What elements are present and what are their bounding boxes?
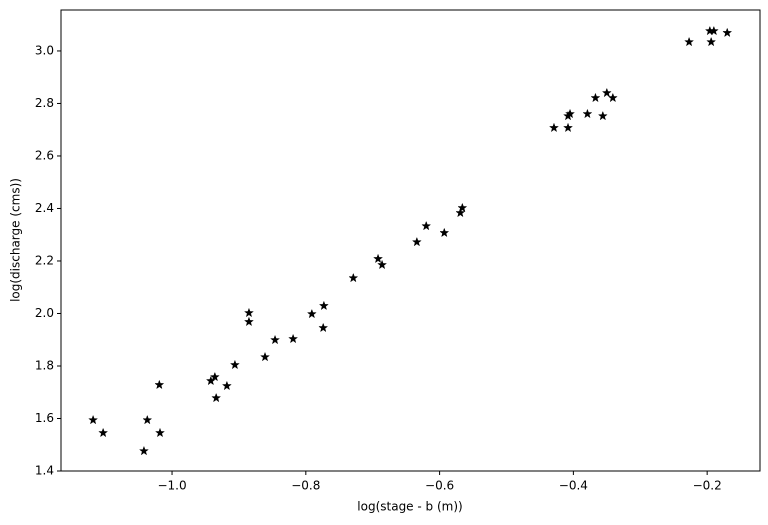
x-tick-label: −0.4 xyxy=(559,479,588,493)
point xyxy=(373,253,384,264)
point xyxy=(421,220,432,231)
point xyxy=(565,108,576,119)
y-tick-label: 1.8 xyxy=(35,358,54,372)
point xyxy=(607,92,618,103)
x-tick-label: −1.0 xyxy=(157,479,186,493)
point xyxy=(138,445,149,456)
point xyxy=(288,333,299,344)
x-tick-label: −0.8 xyxy=(291,479,320,493)
point xyxy=(270,334,281,345)
point xyxy=(209,371,220,382)
point xyxy=(306,308,317,319)
y-axis-label: log(discharge (cms)) xyxy=(9,178,23,302)
point xyxy=(318,322,329,333)
point xyxy=(154,379,165,390)
point xyxy=(708,25,719,36)
point xyxy=(684,36,695,47)
point xyxy=(318,300,329,311)
point xyxy=(221,380,232,391)
x-tick-label: −0.2 xyxy=(693,479,722,493)
x-axis-label: log(stage - b (m)) xyxy=(357,500,462,514)
point xyxy=(601,87,612,98)
y-tick-label: 1.4 xyxy=(35,464,54,478)
plot-frame xyxy=(60,9,761,472)
point xyxy=(229,359,240,370)
y-tick-label: 2.8 xyxy=(35,96,54,110)
point xyxy=(563,122,574,133)
point xyxy=(260,351,271,362)
point xyxy=(439,227,450,238)
point xyxy=(590,92,601,103)
point xyxy=(98,427,109,438)
point xyxy=(411,236,422,247)
point xyxy=(706,36,717,47)
point xyxy=(597,110,608,121)
point xyxy=(88,414,99,425)
point xyxy=(548,122,559,133)
y-tick-label: 1.6 xyxy=(35,411,54,425)
point xyxy=(377,259,388,270)
y-tick-label: 2.4 xyxy=(35,201,54,215)
point xyxy=(154,427,166,438)
y-tick-label: 2.6 xyxy=(35,148,54,162)
x-tick-label: −0.6 xyxy=(425,479,454,493)
point xyxy=(142,414,153,425)
point xyxy=(455,207,466,218)
y-tick-label: 2.0 xyxy=(35,306,54,320)
point xyxy=(582,108,593,119)
point xyxy=(722,27,733,38)
y-tick-label: 2.2 xyxy=(35,253,54,267)
point xyxy=(243,307,254,318)
point xyxy=(243,316,254,327)
point xyxy=(211,392,222,403)
point xyxy=(348,272,359,283)
point xyxy=(457,202,468,213)
y-tick-label: 3.0 xyxy=(35,43,54,57)
